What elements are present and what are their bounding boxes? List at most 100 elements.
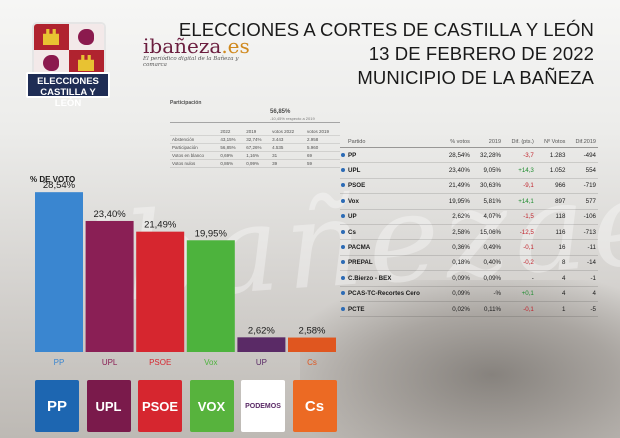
- results-cell-votes: 16: [535, 239, 568, 256]
- party-logo-upl: UPL: [86, 380, 131, 432]
- bar-up: [237, 337, 286, 352]
- bullet-icon: [341, 306, 345, 311]
- participation-pct: 56,85%: [270, 109, 291, 115]
- results-cell-pct: 0,18%: [440, 255, 472, 272]
- results-cell-party: PCTE: [346, 301, 441, 318]
- bar-value-label: 28,54%: [43, 180, 76, 191]
- bullet-icon: [341, 183, 345, 188]
- participation-cell: 31: [270, 151, 306, 160]
- results-cell-diff: -0,1: [503, 239, 536, 256]
- party-logo-vox: VOX: [189, 380, 234, 432]
- bar-category-label: UPL: [102, 358, 118, 367]
- participation-row: Votos nulos 0,86% 0,99% 39 59: [170, 159, 340, 168]
- results-cell-pct2019: 30,63%: [471, 178, 504, 195]
- results-cell-votes: 1.283: [535, 147, 568, 164]
- participation-cell: Abstención: [170, 135, 219, 144]
- results-cell-vdiff: -719: [567, 178, 598, 195]
- bullet-icon: [341, 168, 345, 173]
- participation-row: Abstención 43,15% 32,74% 3.443 2.958: [170, 135, 340, 144]
- results-cell-diff: -12,5: [503, 224, 536, 241]
- participation-cell: 4.535: [270, 143, 306, 152]
- results-cell-vdiff: -1: [567, 270, 598, 287]
- results-cell-vdiff: -11: [567, 239, 598, 256]
- bullet-icon: [341, 291, 345, 296]
- results-cell-party: C.Bierzo - BEX: [346, 270, 441, 287]
- results-col-header: Dif.2019: [567, 137, 598, 148]
- results-col-header: Nº Votos: [535, 137, 568, 148]
- results-cell-votes: 897: [535, 193, 568, 210]
- results-cell-pct2019: 0,11%: [471, 301, 504, 318]
- results-cell-diff: -0,2: [503, 255, 536, 272]
- results-cell-party: Cs: [346, 224, 441, 241]
- results-cell-pct: 19,95%: [440, 193, 472, 210]
- participation-cell: 59: [305, 159, 340, 168]
- participation-cell: 0,86%: [218, 159, 245, 168]
- bullet-icon: [341, 245, 345, 250]
- results-cell-pct2019: 15,06%: [471, 224, 504, 241]
- elecciones-cyl-logo: ELECCIONES CASTILLA Y LEÓN: [22, 18, 110, 109]
- results-cell-diff: -1,5: [503, 209, 536, 225]
- participation-cell: 32,74%: [244, 135, 271, 144]
- results-col-header: Dif. (pts.): [503, 137, 536, 148]
- participation-col-header: 2019: [244, 128, 271, 136]
- bar-pp: [35, 192, 83, 352]
- results-cell-vdiff: -14: [567, 255, 598, 272]
- results-cell-vdiff: -713: [567, 224, 598, 241]
- results-cell-votes: 1: [535, 301, 568, 318]
- bullet-icon: [341, 275, 345, 280]
- results-cell-vdiff: 554: [567, 162, 598, 179]
- bar-vox: [186, 240, 235, 352]
- results-cell-pct: 0,09%: [440, 270, 472, 287]
- results-cell-pct2019: 9,05%: [471, 162, 504, 179]
- results-cell-votes: 966: [535, 178, 568, 195]
- bar-upl: [85, 220, 134, 352]
- participation-col-header: [170, 128, 219, 136]
- results-cell-votes: 4: [535, 270, 568, 287]
- chart-ylabel: % DE VOTO: [30, 175, 75, 184]
- results-row: PSOE 21,49% 30,63% -9,1 966 -719: [340, 178, 598, 195]
- brand-logo[interactable]: ibañeza.es El periódico digital de la Ba…: [143, 34, 253, 70]
- results-table: Partido% votos 2019 Dif. (pts.) Nº Votos Dif…: [340, 137, 598, 318]
- bullet-icon: [341, 229, 345, 234]
- participation-sub: -10,45% respecto a 2019: [270, 116, 315, 121]
- results-cell-vdiff: -106: [567, 209, 598, 225]
- participation-panel: Participación 56,85% -10,45% respecto a …: [170, 100, 340, 180]
- logo-line-2: CASTILLA Y LEÓN: [40, 87, 96, 109]
- results-cell-pct: 0,09%: [440, 286, 472, 302]
- brand-tagline: El periódico digital de la Bañeza y coma…: [143, 56, 239, 68]
- results-cell-vdiff: -494: [567, 147, 598, 164]
- results-cell-pct: 23,40%: [440, 162, 472, 179]
- results-cell-vdiff: 577: [567, 193, 598, 210]
- results-row: PREPAL 0,18% 0,40% -0,2 8 -14: [340, 255, 598, 272]
- results-cell-pct2019: -%: [471, 286, 504, 302]
- participation-col-header: votos 2019: [305, 128, 340, 136]
- participation-row: Votos en blanco 0,69% 1,16% 31 69: [170, 151, 340, 160]
- results-row: Cs 2,58% 15,06% -12,5 116 -713: [340, 224, 598, 241]
- results-cell-pct: 28,54%: [440, 147, 472, 164]
- title-line-3: MUNICIPIO DE LA BAÑEZA: [357, 67, 594, 88]
- participation-heading: Participación: [170, 100, 202, 106]
- title-line-1: ELECCIONES A CORTES DE CASTILLA Y LEÓN: [178, 19, 594, 40]
- results-cell-pct2019: 0,40%: [471, 255, 504, 272]
- results-cell-party: Vox: [346, 193, 441, 210]
- results-row: UPL 23,40% 9,05% +14,3 1.052 554: [340, 162, 598, 179]
- participation-cell: 39: [270, 159, 306, 168]
- results-cell-vdiff: 4: [567, 286, 598, 302]
- bar-value-label: 23,40%: [93, 209, 126, 220]
- results-cell-pct2019: 5,81%: [471, 193, 504, 210]
- results-cell-diff: -3,7: [503, 147, 536, 164]
- results-cell-party: PREPAL: [346, 255, 441, 272]
- results-cell-pct: 0,02%: [440, 301, 472, 318]
- results-cell-party: UP: [346, 209, 441, 225]
- results-cell-pct: 21,49%: [440, 178, 472, 195]
- party-logo-pp: PP: [35, 380, 79, 432]
- participation-col-header: 2022: [218, 128, 245, 136]
- party-logo-cs: Cs: [292, 380, 337, 432]
- participation-cell: Votos en blanco: [170, 151, 219, 160]
- bar-value-label: 2,62%: [248, 325, 275, 336]
- participation-cell: 0,69%: [218, 151, 245, 160]
- participation-cell: 1,16%: [244, 151, 271, 160]
- bullet-icon: [341, 152, 345, 157]
- results-col-header: 2019: [471, 137, 504, 148]
